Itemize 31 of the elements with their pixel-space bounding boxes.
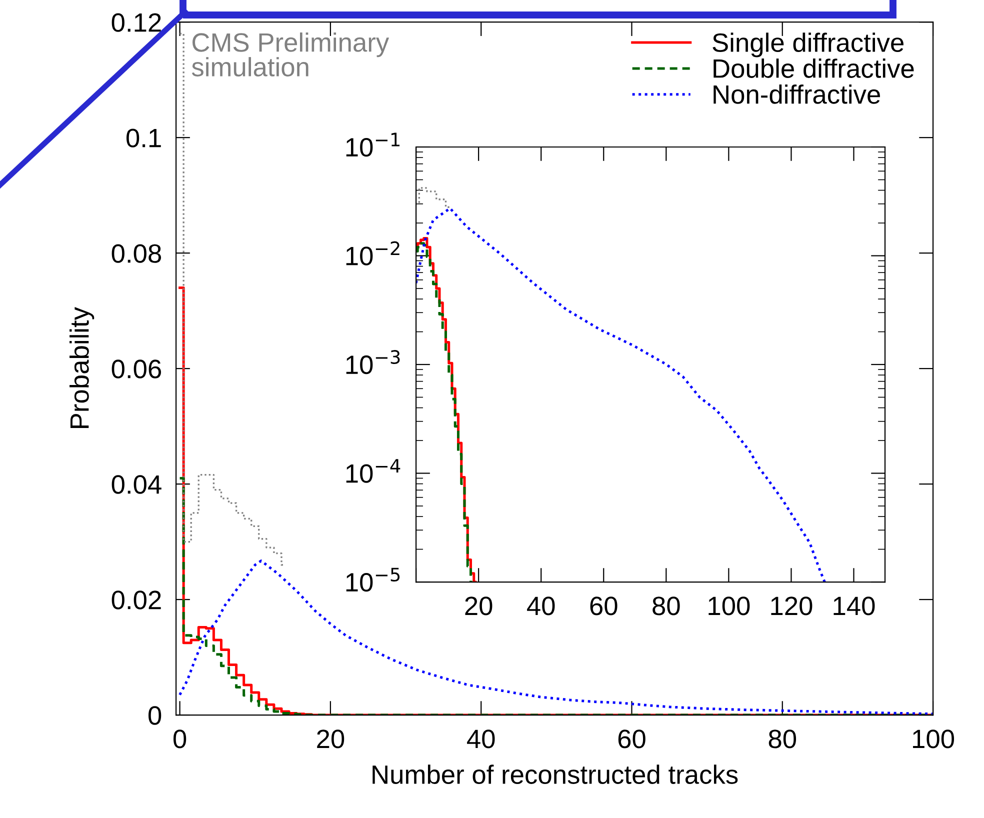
y-tick-label: 10$^{−3}$ xyxy=(346,350,400,374)
x-tick-label: 120 xyxy=(771,596,812,616)
y-tick-label: 0.1 xyxy=(126,128,161,148)
x-tick-label: 100 xyxy=(708,596,750,616)
x-tick-label: 40 xyxy=(467,730,495,748)
y-tick-label: 0.06 xyxy=(112,360,161,378)
y-tick-label: 10$^{−1}$ xyxy=(346,132,400,157)
x-tick-label: 60 xyxy=(590,596,618,616)
annotation: CMS Preliminary simulation xyxy=(192,32,390,76)
legend-label: Double diffractive xyxy=(714,58,914,78)
y-axis-title: Probability xyxy=(70,306,94,428)
legend-label: Single diffractive xyxy=(712,32,904,58)
legend-label: Non-diffractive xyxy=(714,84,880,104)
x-axis-title: Number of reconstructed tracks xyxy=(372,764,738,784)
y-tick-label: 0.04 xyxy=(112,475,162,494)
y-tick-label: 0.08 xyxy=(112,244,162,263)
x-tick-label: 80 xyxy=(768,730,796,748)
y-tick-label: 0.02 xyxy=(112,590,161,610)
x-tick-label: 20 xyxy=(317,730,344,748)
y-tick-label: 0 xyxy=(148,706,162,725)
x-tick-label: 40 xyxy=(527,596,555,616)
x-tick-label: 100 xyxy=(913,730,954,748)
y-tick-label: 10$^{−5}$ xyxy=(346,568,400,592)
x-tick-label: 60 xyxy=(618,730,646,748)
x-tick-label: 20 xyxy=(465,596,492,616)
y-tick-label: 0.12 xyxy=(112,13,161,32)
y-tick-label: 10$^{−2}$ xyxy=(346,241,400,266)
x-tick-label: 80 xyxy=(652,596,680,616)
y-tick-label: 10$^{−4}$ xyxy=(346,459,400,483)
x-tick-label: 140 xyxy=(834,596,875,616)
x-tick-label: 0 xyxy=(173,730,186,748)
